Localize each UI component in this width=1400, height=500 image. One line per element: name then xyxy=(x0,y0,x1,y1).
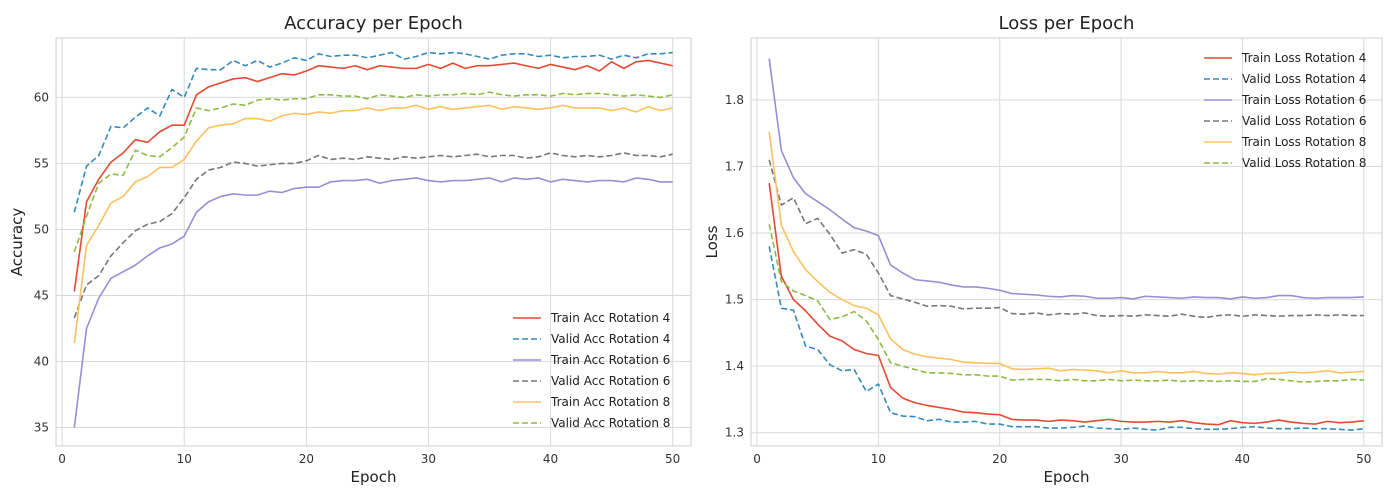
y-tick-label: 50 xyxy=(34,222,49,236)
legend-label: Train Loss Rotation 8 xyxy=(1241,135,1366,149)
x-tick-label: 0 xyxy=(58,452,66,466)
x-tick-label: 20 xyxy=(992,452,1007,466)
series-line-5 xyxy=(73,104,673,344)
plot-frame xyxy=(750,37,1383,447)
x-axis-label: Epoch xyxy=(1044,468,1090,486)
y-tick-label: 1.6 xyxy=(725,226,744,240)
series-line-1 xyxy=(73,59,673,292)
y-tick-label: 1.5 xyxy=(725,293,744,307)
legend-label: Train Acc Rotation 6 xyxy=(550,353,670,367)
loss-chart: 0 10 20 30 40 50 1.3 1.4 1.5 1.6 1.7 1.8 Loss per Ep… xyxy=(703,13,1383,486)
x-tick-label: 50 xyxy=(665,452,680,466)
chart-title: Loss per Epoch xyxy=(999,13,1135,34)
y-tick-label: 1.4 xyxy=(725,359,744,373)
x-tick-label: 40 xyxy=(1235,452,1250,466)
y-tick-label: 45 xyxy=(34,288,49,302)
legend-label: Train Acc Rotation 8 xyxy=(550,395,670,409)
series-line-6 xyxy=(768,224,1364,383)
y-tick-label: 40 xyxy=(34,354,49,368)
legend-label: Valid Acc Rotation 6 xyxy=(551,374,670,388)
x-tick-label: 30 xyxy=(421,452,436,466)
legend-label: Train Loss Rotation 6 xyxy=(1241,93,1366,107)
y-tick-label: 35 xyxy=(34,421,49,435)
y-tick-label: 55 xyxy=(34,156,49,170)
legend: Train Acc Rotation 4 Valid Acc Rotation 4… xyxy=(513,311,670,430)
y-axis-label: Accuracy xyxy=(8,208,26,277)
plot-frame xyxy=(55,37,692,447)
legend-label: Valid Loss Rotation 6 xyxy=(1242,114,1367,128)
y-tick-label: 1.8 xyxy=(725,93,744,107)
x-tick-label: 30 xyxy=(1113,452,1128,466)
series-line-4 xyxy=(73,152,673,319)
chart-title: Accuracy per Epoch xyxy=(284,13,463,34)
y-tick-label: 1.3 xyxy=(725,426,744,440)
legend-label: Train Loss Rotation 4 xyxy=(1241,51,1366,65)
series-line-4 xyxy=(768,159,1364,319)
y-axis-label: Loss xyxy=(703,225,721,258)
legend-label: Valid Loss Rotation 8 xyxy=(1242,156,1367,170)
legend-label: Valid Acc Rotation 4 xyxy=(551,332,670,346)
series-lines xyxy=(768,58,1364,431)
series-lines xyxy=(73,51,673,428)
y-tick-label: 1.7 xyxy=(725,159,744,173)
series-line-1 xyxy=(768,182,1364,426)
x-tick-label: 10 xyxy=(177,452,192,466)
grid-lines xyxy=(56,38,691,446)
x-tick-label: 20 xyxy=(299,452,314,466)
x-tick-label: 40 xyxy=(543,452,558,466)
x-axis-label: Epoch xyxy=(351,468,397,486)
series-line-2 xyxy=(768,246,1364,431)
series-line-2 xyxy=(73,51,673,213)
series-line-6 xyxy=(73,91,673,253)
accuracy-chart: 0 10 20 30 40 50 35 40 45 50 55 60 Accuracy per Epoc… xyxy=(8,13,692,486)
series-line-3 xyxy=(73,177,673,428)
legend-label: Valid Acc Rotation 8 xyxy=(551,416,670,430)
legend: Train Loss Rotation 4 Valid Loss Rotation… xyxy=(1204,51,1367,170)
grid-lines xyxy=(751,38,1382,446)
series-line-5 xyxy=(768,131,1364,376)
x-tick-label: 50 xyxy=(1356,452,1371,466)
series-line-3 xyxy=(768,58,1364,300)
y-tick-label: 60 xyxy=(34,90,49,104)
x-tick-label: 10 xyxy=(871,452,886,466)
legend-label: Valid Loss Rotation 4 xyxy=(1242,72,1367,86)
x-tick-label: 0 xyxy=(753,452,761,466)
legend-label: Train Acc Rotation 4 xyxy=(550,311,670,325)
